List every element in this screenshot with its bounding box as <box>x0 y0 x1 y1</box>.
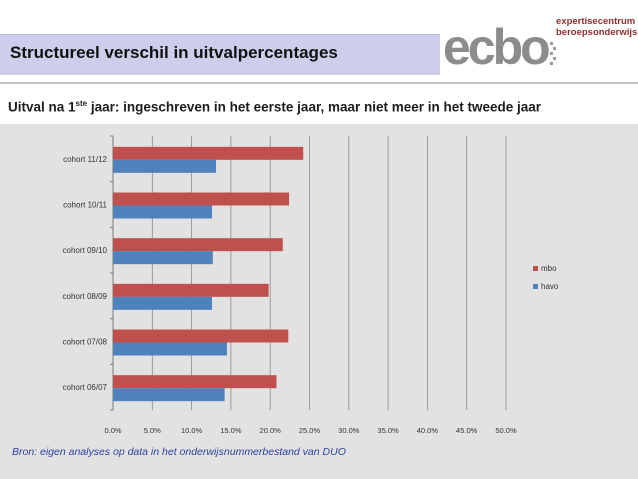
bar-havo <box>113 251 213 265</box>
category-label: cohort 11/12 <box>63 155 107 164</box>
x-tick-label: 45.0% <box>456 426 478 435</box>
bar-mbo <box>113 192 290 206</box>
subtitle-post: jaar: ingeschreven in het eerste jaar, m… <box>87 99 542 115</box>
bar-mbo <box>113 146 304 160</box>
x-tick-label: 0.0% <box>104 426 121 435</box>
bar-havo <box>113 159 216 173</box>
bar-mbo <box>113 329 289 343</box>
x-tick-label: 10.0% <box>181 426 203 435</box>
legend-label-mbo: mbo <box>541 264 557 273</box>
title-band <box>0 34 440 75</box>
x-tick-label: 20.0% <box>260 426 282 435</box>
logo-line-2: beroepsonderwijs <box>556 27 638 38</box>
bar-havo <box>113 296 213 310</box>
bar-chart: 0.0% 5.0% 10.0% 15.0% 20.0% 25.0% 30.0% 35.0% 40… <box>63 135 559 435</box>
x-tick-label: 40.0% <box>417 426 439 435</box>
slide-title: Structureel verschil in uitvalpercentage… <box>10 43 338 62</box>
category-label: cohort 08/09 <box>63 292 108 301</box>
bar-havo <box>113 205 213 219</box>
legend-swatch-havo <box>533 284 538 289</box>
category-label: cohort 10/11 <box>63 201 107 210</box>
source-note: Bron: eigen analyses op data in het onde… <box>12 446 346 458</box>
x-tick-label: 35.0% <box>377 426 399 435</box>
subtitle-pre: Uitval na 1 <box>8 99 76 115</box>
subtitle-sup: ste <box>75 99 88 108</box>
bar-havo <box>113 388 225 402</box>
bar-mbo <box>113 283 269 297</box>
x-tick-label: 50.0% <box>495 426 517 435</box>
bar-mbo <box>113 375 277 389</box>
x-tick-label: 30.0% <box>338 426 360 435</box>
chart-subtitle: Uitval na 1ste jaar: ingeschreven in het… <box>8 99 541 115</box>
category-label: cohort 06/07 <box>63 383 108 392</box>
logo-line-1: expertisecentrum <box>556 16 636 27</box>
bar-mbo <box>113 238 283 252</box>
logo-dots-icon <box>550 42 556 65</box>
category-label: cohort 07/08 <box>63 338 108 347</box>
logo-word: ecbo <box>443 19 551 75</box>
x-tick-label: 25.0% <box>299 426 321 435</box>
bar-havo <box>113 342 227 356</box>
ecbo-logo: ecbo expertisecentrum beroepsonderwijs <box>443 14 638 76</box>
category-label: cohort 09/10 <box>63 246 108 255</box>
legend-swatch-mbo <box>533 266 538 271</box>
x-tick-label: 15.0% <box>220 426 242 435</box>
legend-label-havo: havo <box>541 282 559 291</box>
header-divider <box>0 82 638 84</box>
chart-panel <box>0 124 638 479</box>
x-tick-label: 5.0% <box>144 426 161 435</box>
